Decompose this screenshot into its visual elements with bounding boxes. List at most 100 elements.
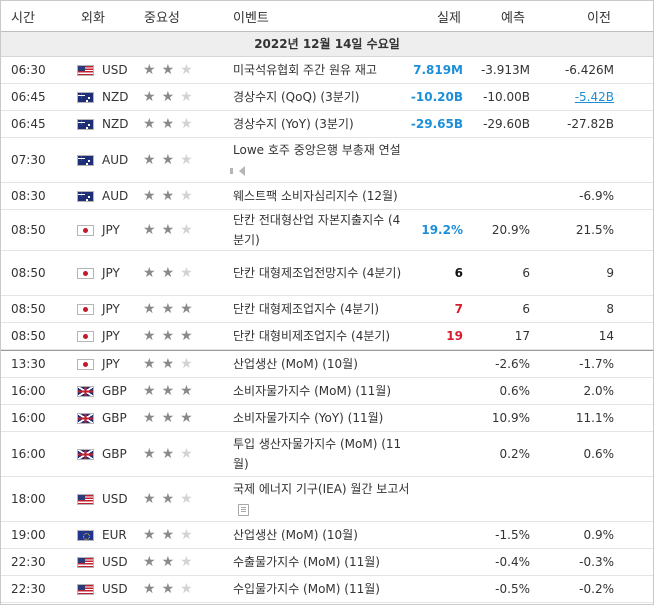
- event-name-text[interactable]: 산업생산 (MoM) (10월): [233, 357, 358, 371]
- event-name[interactable]: 단칸 대형제조업지수 (4분기): [233, 296, 411, 322]
- table-row[interactable]: 19:00 EUR ★ ★ ★ 산업생산 (MoM) (10월) -1.5% 0.9%: [1, 522, 653, 549]
- event-name[interactable]: 소비자물가지수 (YoY) (11월): [233, 405, 411, 431]
- event-time: 06:45: [11, 90, 46, 104]
- actual-value: [411, 549, 463, 575]
- event-name-text[interactable]: 산업생산 (MoM) (10월): [233, 528, 358, 542]
- table-row[interactable]: 06:30 USD ★ ★ ★ 미국석유협회 주간 원유 재고 7.819M -3.913M -…: [1, 57, 653, 84]
- event-name[interactable]: 경상수지 (YoY) (3분기): [233, 111, 411, 137]
- previous-value[interactable]: -5.42B: [574, 90, 614, 104]
- table-row[interactable]: 22:30 USD ★ ★ ★ 수입물가지수 (MoM) (11월) -0.5% -0.2%: [1, 576, 653, 603]
- event-time: 18:00: [11, 492, 46, 506]
- importance-stars: ★ ★ ★: [143, 251, 198, 295]
- importance-stars: ★ ★ ★: [143, 84, 198, 110]
- previous-value: -0.2%: [579, 582, 614, 596]
- event-name-text[interactable]: 수입물가지수 (MoM) (11월): [233, 582, 380, 596]
- header-currency[interactable]: 외화: [81, 11, 105, 26]
- header-actual[interactable]: 실제: [437, 11, 461, 26]
- event-name[interactable]: 산업생산 (MoM) (10월): [233, 351, 411, 377]
- forecast-value: -0.5%: [495, 582, 530, 596]
- table-row[interactable]: 08:50 JPY ★ ★ ★ 단칸 전대형산업 자본지출지수 (4분기) 19.2% 20.…: [1, 210, 653, 251]
- event-name[interactable]: 웨스트팩 소비자심리지수 (12월): [233, 183, 411, 209]
- event-name-text[interactable]: 미국석유협회 주간 원유 재고: [233, 63, 377, 77]
- event-name[interactable]: 단칸 대형비제조업지수 (4분기): [233, 323, 411, 349]
- event-name-text[interactable]: 소비자물가지수 (YoY) (11월): [233, 411, 384, 425]
- previous-value: -27.82B: [567, 117, 614, 131]
- table-row[interactable]: 06:45 NZD ★ ★ ★ 경상수지 (QoQ) (3분기) -10.20B -10.00…: [1, 84, 653, 111]
- star-icon: ★: [143, 554, 156, 570]
- forecast-value: 10.9%: [491, 411, 530, 425]
- event-name[interactable]: 경상수지 (QoQ) (3분기): [233, 84, 411, 110]
- event-name-text[interactable]: 수출물가지수 (MoM) (11월): [233, 555, 380, 569]
- event-name[interactable]: 단칸 전대형산업 자본지출지수 (4분기): [233, 210, 411, 250]
- actual-value: 19.2%: [421, 223, 463, 237]
- previous-value: -0.3%: [579, 555, 614, 569]
- event-name-text[interactable]: 소비자물가지수 (MoM) (11월): [233, 384, 391, 398]
- importance-stars: ★ ★ ★: [143, 432, 198, 476]
- event-name-text[interactable]: Lowe 호주 중앙은행 부총재 연설: [230, 140, 411, 180]
- table-row[interactable]: 22:30 USD ★ ★ ★ 수출물가지수 (MoM) (11월) -0.4% -0.3%: [1, 549, 653, 576]
- event-name-text[interactable]: 단칸 대형제조업전망지수 (4분기): [233, 266, 402, 280]
- event-time: 16:00: [11, 384, 46, 398]
- currency-code: JPY: [102, 223, 120, 237]
- importance-stars: ★ ★ ★: [143, 522, 198, 548]
- header-time[interactable]: 시간: [11, 11, 35, 26]
- stars-group: ★ ★ ★: [143, 153, 193, 167]
- stars-group: ★ ★ ★: [143, 266, 193, 280]
- flag-cell: [77, 323, 95, 349]
- table-row[interactable]: 16:00 GBP ★ ★ ★ 소비자물가지수 (YoY) (11월) 10.9% 11.1%: [1, 405, 653, 432]
- event-name-text[interactable]: 투입 생산자물가지수 (MoM) (11월): [233, 437, 402, 471]
- forecast-value: -3.913M: [480, 63, 530, 77]
- table-row[interactable]: 16:00 GBP ★ ★ ★ 투입 생산자물가지수 (MoM) (11월) 0.2% 0.6…: [1, 432, 653, 477]
- importance-stars: ★ ★ ★: [143, 183, 198, 209]
- table-row[interactable]: 08:50 JPY ★ ★ ★ 단칸 대형제조업전망지수 (4분기) 6 6 9: [1, 251, 653, 296]
- importance-stars: ★ ★ ★: [143, 111, 198, 137]
- actual-value: [411, 432, 463, 476]
- event-name[interactable]: 단칸 대형제조업전망지수 (4분기): [233, 251, 411, 295]
- speaker-icon[interactable]: [230, 165, 245, 176]
- forecast-value: 6: [522, 302, 530, 316]
- header-importance[interactable]: 중요성: [144, 11, 180, 26]
- star-icon: ★: [180, 152, 193, 168]
- event-name[interactable]: 투입 생산자물가지수 (MoM) (11월): [233, 432, 411, 476]
- header-event[interactable]: 이벤트: [233, 11, 269, 26]
- event-name[interactable]: 수입물가지수 (MoM) (11월): [233, 576, 411, 602]
- currency-code: GBP: [102, 411, 127, 425]
- event-name[interactable]: Lowe 호주 중앙은행 부총재 연설: [230, 138, 411, 182]
- event-name-text[interactable]: 웨스트팩 소비자심리지수 (12월): [233, 189, 398, 203]
- event-name[interactable]: 산업생산 (MoM) (10월): [233, 522, 411, 548]
- event-name-text[interactable]: 단칸 대형비제조업지수 (4분기): [233, 329, 391, 343]
- stars-group: ★ ★ ★: [143, 555, 193, 569]
- flag-cell: [77, 210, 95, 250]
- event-name[interactable]: 국제 에너지 기구(IEA) 월간 보고서: [233, 477, 411, 521]
- table-row[interactable]: 06:45 NZD ★ ★ ★ 경상수지 (YoY) (3분기) -29.65B -29.60…: [1, 111, 653, 138]
- table-row[interactable]: 08:50 JPY ★ ★ ★ 단칸 대형제조업지수 (4분기) 7 6 8: [1, 296, 653, 323]
- header-previous[interactable]: 이전: [587, 11, 611, 26]
- event-name-text[interactable]: 국제 에너지 기구(IEA) 월간 보고서: [233, 479, 411, 519]
- star-icon: ★: [180, 116, 193, 132]
- event-name-text[interactable]: 단칸 전대형산업 자본지출지수 (4분기): [233, 213, 401, 247]
- header-forecast[interactable]: 예측: [501, 11, 525, 26]
- flag-cell: [77, 84, 95, 110]
- flag-cell: [77, 351, 95, 377]
- event-name-text[interactable]: 단칸 대형제조업지수 (4분기): [233, 302, 380, 316]
- event-name-text[interactable]: 경상수지 (YoY) (3분기): [233, 117, 354, 131]
- table-row[interactable]: 08:50 JPY ★ ★ ★ 단칸 대형비제조업지수 (4분기) 19 17 14: [1, 323, 653, 350]
- event-time: 08:30: [11, 189, 46, 203]
- table-row[interactable]: 13:30 JPY ★ ★ ★ 산업생산 (MoM) (10월) -2.6% -1.7%: [1, 350, 653, 378]
- report-icon[interactable]: [238, 503, 249, 516]
- event-time: 07:30: [11, 153, 46, 167]
- table-row[interactable]: 16:00 GBP ★ ★ ★ 소비자물가지수 (MoM) (11월) 0.6% 2.0%: [1, 378, 653, 405]
- previous-value: 11.1%: [575, 411, 614, 425]
- event-name[interactable]: 미국석유협회 주간 원유 재고: [233, 57, 411, 83]
- table-row[interactable]: 08:30 AUD ★ ★ ★ 웨스트팩 소비자심리지수 (12월) -6.9%: [1, 183, 653, 210]
- currency-code: JPY: [102, 302, 120, 316]
- event-name[interactable]: 소비자물가지수 (MoM) (11월): [233, 378, 411, 404]
- event-name-text[interactable]: 경상수지 (QoQ) (3분기): [233, 90, 360, 104]
- event-name[interactable]: 수출물가지수 (MoM) (11월): [233, 549, 411, 575]
- currency-code: AUD: [102, 189, 129, 203]
- forecast-value: 20.9%: [491, 223, 530, 237]
- table-row[interactable]: 18:00 USD ★ ★ ★ 국제 에너지 기구(IEA) 월간 보고서: [1, 477, 653, 522]
- currency-code: JPY: [102, 329, 120, 343]
- us-flag-icon: [77, 556, 94, 568]
- table-row[interactable]: 07:30 AUD ★ ★ ★ Lowe 호주 중앙은행 부총재 연설: [1, 138, 653, 183]
